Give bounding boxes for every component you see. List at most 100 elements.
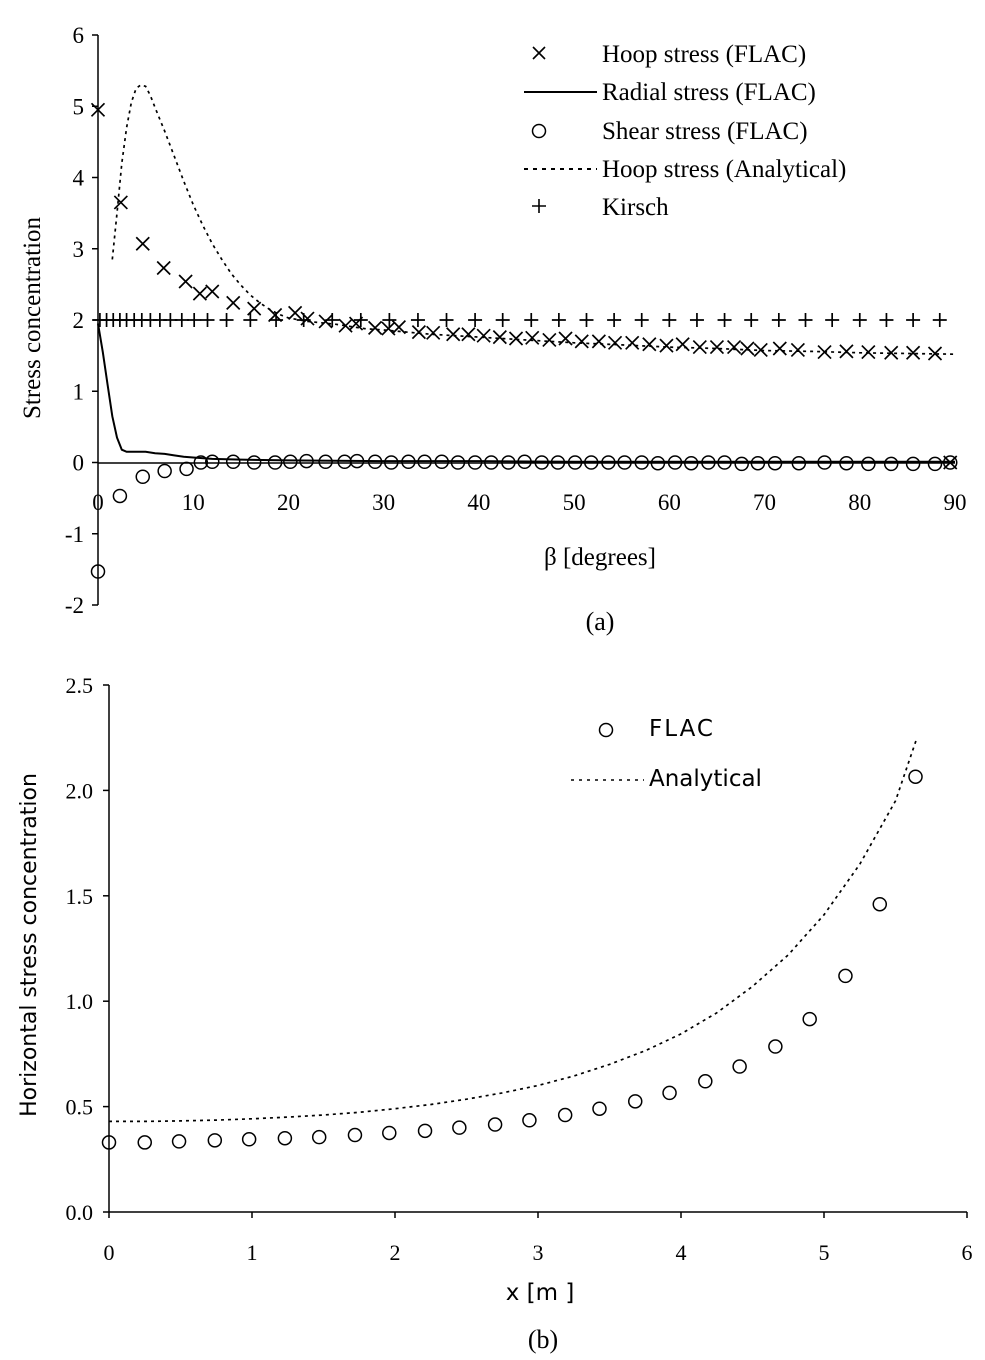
x-tick-label: 0 <box>104 1240 115 1265</box>
series-hoop-stress-flac-point-45 <box>884 345 899 360</box>
series-kirsch-point-10 <box>174 313 189 327</box>
x-tick-label: 20 <box>277 490 300 515</box>
panel-b-y-axis-label: Horizontal stress concentration <box>17 773 42 1117</box>
series-hoop-stress-flac-point-47 <box>927 346 943 361</box>
series-flac-point-9 <box>417 1123 433 1139</box>
series-kirsch-point-31 <box>717 313 732 327</box>
series-flac-point-15 <box>627 1094 643 1109</box>
series-hoop-stress-flac-point-40 <box>772 341 787 356</box>
x-tick-label: 40 <box>467 490 490 515</box>
series-kirsch-point-37 <box>879 313 894 327</box>
series-hoop-stress-flac-point-5 <box>192 286 207 301</box>
series-kirsch-point-18 <box>353 313 368 327</box>
y-tick-label: 1.5 <box>66 884 94 909</box>
series-hoop-stress-flac-point-15 <box>367 320 383 335</box>
series-hoop-stress-flac-point-1 <box>113 195 128 210</box>
series-hoop-stress-flac-point-46 <box>906 345 921 360</box>
series-hoop-stress-flac-point-25 <box>525 330 540 345</box>
series-flac-point-17 <box>698 1074 713 1089</box>
series-shear-stress-flac-point-2 <box>135 469 151 484</box>
series-analytical-line <box>109 737 918 1123</box>
series-kirsch-point-36 <box>852 313 867 327</box>
x-tick-label: 2 <box>390 1240 401 1265</box>
series-kirsch-point-14 <box>243 313 258 327</box>
series-hoop-stress-flac-point-34 <box>675 337 690 352</box>
panel-a-x-axis-label: β [degrees] <box>544 544 656 571</box>
series-flac-point-20 <box>802 1011 817 1027</box>
y-tick-label: 1.0 <box>66 989 94 1014</box>
panel-b: 0.0 0.5 1.0 1.5 2.0 2.5 0 1 2 3 4 5 6 Horizontal str… <box>17 673 973 1354</box>
y-tick-label: 0.5 <box>66 1095 94 1120</box>
series-hoop-stress-flac-point-33 <box>659 338 674 353</box>
series-flac-point-10 <box>452 1120 467 1135</box>
series-kirsch-point-26 <box>579 313 594 327</box>
series-hoop-stress-flac-point-35 <box>692 339 707 355</box>
series-flac-point-13 <box>557 1107 573 1123</box>
series-kirsch-point-28 <box>634 313 649 327</box>
series-flac-point-1 <box>137 1135 152 1150</box>
series-hoop-stress-flac-point-28 <box>574 334 589 349</box>
series-hoop-stress-flac-point-8 <box>247 301 262 316</box>
series-flac-point-8 <box>382 1125 397 1141</box>
series-kirsch-point-27 <box>607 313 622 327</box>
series-hoop-stress-flac-point-24 <box>508 331 524 346</box>
x-tick-label: 10 <box>182 490 205 515</box>
series-flac-point-14 <box>592 1101 607 1116</box>
series-shear-stress-flac-point-11 <box>299 453 314 469</box>
series-kirsch-point-12 <box>200 313 215 327</box>
series-shear-stress-flac-point-37 <box>734 456 749 472</box>
series-hoop-stress-flac-point-26 <box>542 332 557 348</box>
y-tick-label: 0.0 <box>66 1200 94 1225</box>
series-hoop-stress-flac-point-23 <box>492 329 507 345</box>
series-kirsch-point-32 <box>744 313 759 327</box>
series-kirsch-point-22 <box>468 313 483 327</box>
series-hoop-stress-flac-point-19 <box>426 325 441 340</box>
series-hoop-stress-flac-point-10 <box>288 305 303 320</box>
series-kirsch-point-29 <box>662 313 677 327</box>
series-kirsch-point-33 <box>771 313 786 327</box>
series-hoop-stress-flac-point-22 <box>476 328 491 343</box>
panel-a-caption: (a) <box>586 607 615 636</box>
series-kirsch-point-24 <box>524 313 539 327</box>
y-tick-label: 3 <box>73 237 85 262</box>
series-kirsch-point-11 <box>187 313 202 327</box>
series-radial-stress-flac-line <box>97 323 955 463</box>
series-kirsch-point-25 <box>551 313 566 327</box>
y-tick-label: 6 <box>73 23 85 48</box>
series-hoop-stress-flac-point-4 <box>178 274 193 289</box>
x-tick-label: 6 <box>962 1240 973 1265</box>
series-kirsch-point-16 <box>296 313 311 327</box>
series-hoop-stress-flac-point-12 <box>318 314 333 329</box>
series-hoop-stress-flac-point-20 <box>446 327 461 342</box>
series-kirsch-point-30 <box>689 313 704 327</box>
legend-label-hoop-flac: Hoop stress (FLAC) <box>602 41 806 68</box>
series-shear-stress-flac-point-15 <box>367 454 383 470</box>
series-hoop-stress-flac-point-21 <box>461 327 476 342</box>
series-shear-stress-flac-point-43 <box>861 456 876 472</box>
series-shear-stress-flac-point-45 <box>905 456 921 472</box>
y-tick-label: 4 <box>73 166 85 191</box>
series-flac-point-3 <box>207 1133 223 1148</box>
y-tick-label: -2 <box>65 593 84 618</box>
series-flac-point-18 <box>732 1059 747 1074</box>
x-tick-label: 1 <box>247 1240 258 1265</box>
series-hoop-stress-flac-point-32 <box>642 337 657 352</box>
series-flac-point-6 <box>311 1129 327 1145</box>
series-kirsch-point-15 <box>269 313 284 327</box>
panel-b-series <box>101 737 923 1150</box>
panel-b-caption: (b) <box>528 1325 558 1354</box>
y-tick-label: -1 <box>65 522 84 547</box>
series-shear-stress-flac-point-4 <box>179 461 194 477</box>
legend-x-marker <box>532 46 546 60</box>
y-tick-label: 1 <box>73 379 85 404</box>
series-shear-stress-flac-point-12 <box>318 454 333 470</box>
series-shear-stress-flac-point-17 <box>401 454 416 470</box>
series-kirsch-point-34 <box>798 313 813 327</box>
x-tick-label: 3 <box>533 1240 544 1265</box>
legend-circle-marker <box>598 722 614 738</box>
x-tick-label: 50 <box>563 490 586 515</box>
series-shear-stress-flac-point-44 <box>883 456 899 472</box>
